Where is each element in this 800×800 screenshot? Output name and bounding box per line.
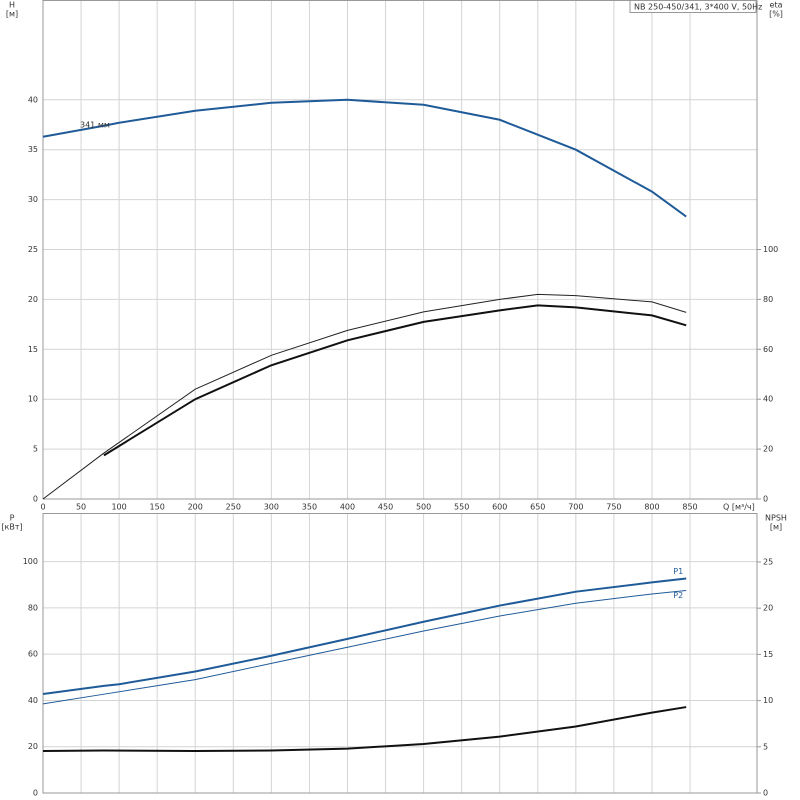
series-line	[42, 293, 687, 500]
curve-annotation: 341 мм	[80, 121, 110, 130]
y-tick-label: 100	[23, 557, 38, 566]
x-tick-label: 0	[40, 503, 45, 512]
y2-tick-label: 15	[763, 650, 773, 659]
x-tick-label: 450	[378, 503, 393, 512]
x-axis-label: Q [м³/ч]	[723, 503, 755, 512]
y-axis-label: H	[9, 1, 15, 10]
y-tick-label: 30	[28, 195, 38, 204]
y-tick-label: 25	[28, 245, 38, 254]
y-tick-label: 10	[28, 395, 38, 404]
y-tick-label: 80	[28, 603, 38, 612]
x-tick-label: 100	[111, 503, 126, 512]
series-label: P2	[673, 591, 683, 600]
title-box	[629, 0, 757, 13]
y2-tick-label: 0	[763, 789, 768, 798]
x-tick-label: 850	[682, 503, 697, 512]
y2-tick-label: 0	[763, 495, 768, 504]
x-tick-label: 50	[76, 503, 86, 512]
y-axis-unit: [м]	[6, 10, 18, 19]
x-tick-label: 350	[302, 503, 317, 512]
series-label: P1	[673, 567, 683, 576]
y2-tick-label: 5	[763, 742, 768, 751]
x-tick-label: 300	[264, 503, 279, 512]
series-line	[42, 98, 687, 218]
y2-tick-label: 80	[763, 295, 773, 304]
y-tick-label: 5	[33, 445, 38, 454]
x-tick-label: 200	[188, 503, 203, 512]
y-axis-unit: [кВт]	[1, 523, 22, 532]
y2-tick-label: 20	[763, 604, 773, 613]
chart-title: NB 250-450/341, 3*400 V, 50Hz	[634, 3, 762, 12]
x-tick-label: 500	[416, 503, 431, 512]
y2-tick-label: 20	[763, 445, 773, 454]
x-tick-label: 150	[150, 503, 165, 512]
series-line	[103, 304, 687, 457]
series-line	[42, 590, 687, 705]
y2-tick-label: 100	[763, 245, 778, 254]
plot-frame	[42, 0, 758, 500]
x-tick-label: 700	[568, 503, 583, 512]
y-tick-label: 0	[33, 789, 38, 798]
plot-frame	[42, 513, 758, 794]
y-tick-label: 15	[28, 345, 38, 354]
y-tick-label: 35	[28, 145, 38, 154]
y2-tick-label: 60	[763, 345, 773, 354]
y2-axis-label: NPSH	[765, 514, 787, 523]
y2-tick-label: 40	[763, 395, 773, 404]
x-tick-label: 650	[530, 503, 545, 512]
series-line	[42, 706, 687, 752]
x-tick-label: 800	[644, 503, 659, 512]
y2-axis-unit: [%]	[769, 10, 783, 19]
y-tick-label: 40	[28, 95, 38, 104]
x-tick-label: 550	[454, 503, 469, 512]
y-tick-label: 40	[28, 696, 38, 705]
y2-axis-label: eta	[770, 1, 783, 10]
y-tick-label: 60	[28, 650, 38, 659]
y-tick-label: 20	[28, 742, 38, 751]
y-tick-label: 0	[33, 495, 38, 504]
series-line	[42, 577, 687, 695]
x-tick-label: 600	[492, 503, 507, 512]
x-tick-label: 250	[226, 503, 241, 512]
y-tick-label: 20	[28, 295, 38, 304]
y2-axis-unit: [м]	[770, 523, 782, 532]
y2-tick-label: 10	[763, 696, 773, 705]
y2-tick-label: 25	[763, 557, 773, 566]
x-tick-label: 750	[606, 503, 621, 512]
y-axis-label: P	[10, 514, 15, 523]
x-tick-label: 400	[340, 503, 355, 512]
